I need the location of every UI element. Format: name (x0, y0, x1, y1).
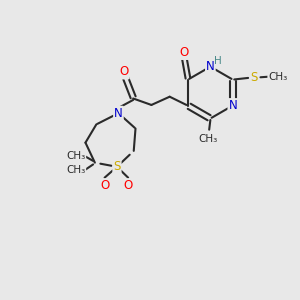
Text: S: S (113, 160, 121, 173)
Text: H: H (214, 56, 222, 66)
Text: O: O (100, 179, 109, 192)
Text: CH₃: CH₃ (198, 134, 218, 143)
Text: N: N (228, 99, 237, 112)
Text: CH₃: CH₃ (66, 165, 86, 175)
Text: S: S (250, 71, 258, 84)
Text: CH₃: CH₃ (268, 72, 287, 82)
Text: CH₃: CH₃ (66, 151, 86, 161)
Text: O: O (119, 65, 129, 79)
Text: O: O (124, 179, 133, 192)
Text: N: N (114, 107, 123, 120)
Text: N: N (206, 60, 215, 73)
Text: O: O (180, 46, 189, 59)
